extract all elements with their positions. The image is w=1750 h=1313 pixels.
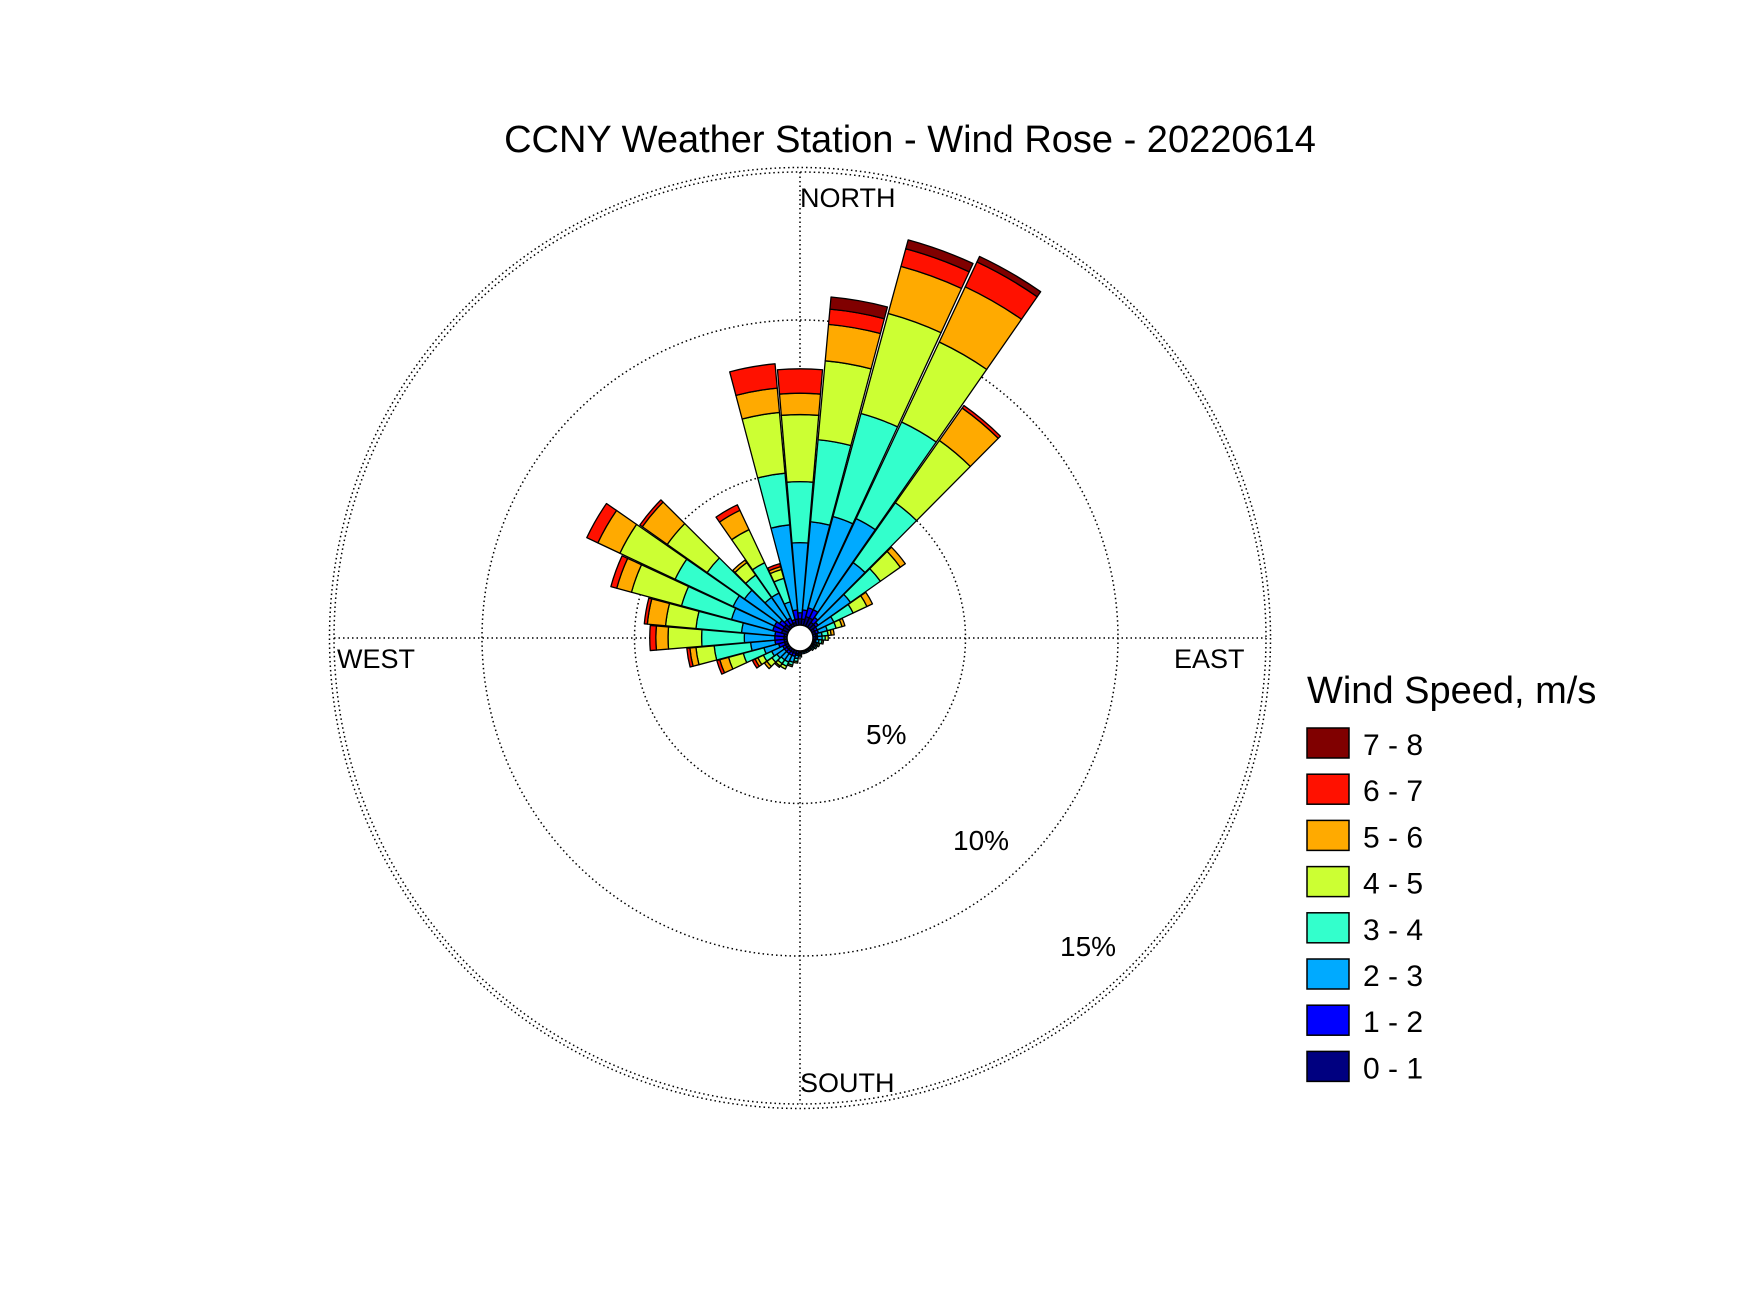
legend-label: 5 - 6 (1363, 821, 1423, 854)
west-label: WEST (337, 644, 415, 674)
bar-segment-0-bin-4 (780, 413, 820, 483)
sector-20 (802, 239, 974, 627)
bar-segment-300-bin-6 (586, 502, 618, 544)
bar-segment-110-bin-4 (816, 642, 821, 648)
legend-label: 6 - 7 (1363, 775, 1423, 808)
bar-segment-70-bin-5 (838, 617, 846, 628)
legend-swatch (1306, 912, 1350, 944)
legend-label: 4 - 5 (1363, 868, 1423, 901)
legend-item: 0 - 1 (1306, 1050, 1423, 1085)
legend-swatch (1306, 727, 1350, 759)
wind-rose-bars (586, 239, 1042, 675)
ring-label-10: 10% (953, 825, 1009, 856)
legend-item: 5 - 6 (1306, 819, 1423, 854)
bar-segment-260-bin-4 (695, 645, 718, 666)
sector-0 (776, 368, 824, 626)
sector-50 (808, 546, 906, 632)
legend-label: 7 - 8 (1363, 729, 1423, 762)
legend-item: 7 - 8 (1306, 727, 1423, 762)
bar-segment-40-bin-6 (961, 404, 1002, 439)
legend-item: 2 - 3 (1306, 958, 1423, 993)
bar-segment-290-bin-6 (610, 555, 629, 589)
bar-segment-120-bin-3 (813, 644, 818, 650)
sector-310 (639, 499, 792, 632)
grid-ring-15 (328, 166, 1272, 1110)
ring-label-15: 15% (1060, 931, 1116, 962)
legend-swatch (1306, 1050, 1350, 1083)
legend-label: 0 - 1 (1363, 1052, 1423, 1085)
bar-segment-60-bin-5 (860, 591, 874, 608)
bar-segment-270-bin-4 (667, 626, 703, 650)
bar-segment-20-bin-7 (905, 239, 974, 273)
bar-segment-0-bin-6 (776, 368, 824, 395)
chart-title: CCNY Weather Station - Wind Rose - 20220… (504, 119, 1316, 161)
legend-label: 3 - 4 (1363, 914, 1423, 947)
ring-label-5: 5% (866, 719, 906, 750)
legend-item: 1 - 2 (1306, 1004, 1423, 1039)
east-label: EAST (1174, 644, 1245, 674)
bar-segment-330-bin-6 (715, 504, 741, 523)
sector-330 (715, 504, 796, 628)
legend: 7 - 8 6 - 7 5 - 6 4 - 5 3 - 4 2 - 3 1 - 2 0 - 1 (1306, 727, 1423, 1085)
bar-segment-130-bin-3 (810, 646, 816, 652)
sector-10 (800, 296, 889, 627)
bar-segment-350-bin-4 (741, 411, 786, 479)
hub-circle (786, 624, 814, 652)
legend-item: 3 - 4 (1306, 912, 1423, 947)
bar-segment-90-bin-4 (824, 634, 829, 642)
legend-title: Wind Speed, m/s (1307, 670, 1596, 712)
legend-label: 1 - 2 (1363, 1006, 1423, 1039)
sector-60 (810, 591, 874, 634)
bar-segment-260-bin-6 (686, 647, 694, 668)
sector-40 (806, 404, 1002, 630)
legend-item: 4 - 5 (1306, 865, 1423, 901)
legend-item: 6 - 7 (1306, 773, 1423, 808)
legend-swatch (1306, 958, 1350, 990)
bar-segment-270-bin-5 (655, 625, 670, 651)
north-label: NORTH (800, 183, 896, 213)
bar-segment-10-bin-7 (829, 296, 889, 320)
bar-segment-350-bin-6 (729, 363, 778, 397)
bar-segment-80-bin-5 (829, 628, 835, 636)
sector-350 (729, 363, 800, 627)
legend-swatch (1306, 773, 1350, 805)
sector-70 (811, 617, 846, 636)
bar-segment-270-bin-6 (649, 624, 658, 652)
bar-segment-320-bin-5 (732, 559, 748, 574)
bar-segment-50-bin-5 (886, 546, 906, 568)
bar-segment-350-bin-3 (757, 472, 791, 529)
bar-segment-30-bin-7 (976, 255, 1042, 298)
legend-swatch (1306, 865, 1350, 898)
legend-swatch (1306, 1004, 1350, 1036)
south-label: SOUTH (800, 1068, 895, 1098)
bar-segment-100-bin-4 (820, 639, 825, 645)
bar-segment-0-bin-5 (778, 392, 822, 416)
sector-290 (610, 555, 789, 636)
bar-segment-280-bin-6 (643, 597, 653, 625)
sector-250 (716, 640, 789, 675)
sector-80 (811, 628, 835, 638)
legend-swatch (1306, 819, 1350, 852)
center-hub (786, 624, 814, 652)
sector-280 (643, 597, 789, 638)
legend-label: 2 - 3 (1363, 960, 1423, 993)
bar-segment-310-bin-6 (639, 499, 664, 528)
sector-30 (804, 255, 1042, 628)
